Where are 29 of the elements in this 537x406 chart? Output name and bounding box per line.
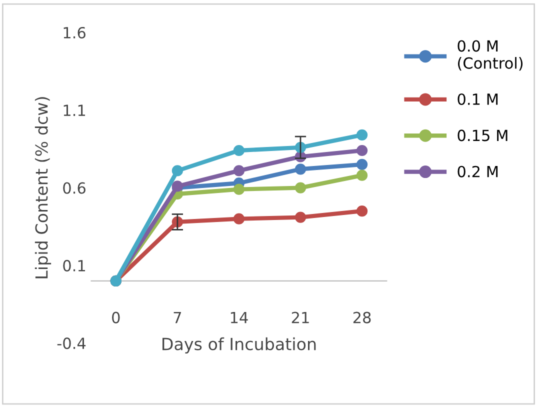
legend-label: 0.15 M	[458, 130, 508, 142]
point	[294, 182, 306, 194]
point	[356, 158, 368, 170]
point	[233, 144, 245, 156]
y-axis-title: Lipid Content (% dcw)	[34, 97, 52, 278]
point	[356, 129, 368, 141]
y-tick-label: -0.4	[57, 338, 86, 350]
point	[233, 184, 245, 195]
point	[172, 165, 183, 176]
x-axis-title: Days of Incubation	[162, 337, 316, 354]
point	[356, 206, 368, 217]
y-tick-label: 1.1	[64, 104, 86, 116]
x-tick-label: 0	[112, 312, 120, 324]
y-tick-label: 0.1	[63, 260, 86, 272]
x-tick-label: 21	[292, 312, 309, 324]
point	[233, 165, 245, 176]
point	[356, 144, 368, 156]
x-tick-label: 7	[174, 312, 181, 324]
point	[233, 213, 245, 224]
point	[294, 164, 306, 175]
legend-label: 0.1 M	[458, 93, 498, 106]
y-tick-label: 1.6	[64, 26, 86, 38]
legend-label: 0.2 M	[458, 166, 498, 178]
point	[356, 170, 368, 181]
x-tick-label: 28	[353, 312, 371, 324]
y-tick-label: 0.6	[63, 182, 86, 194]
legend-label: 0.0 M (Control)	[458, 40, 523, 71]
x-tick-label: 14	[230, 312, 248, 324]
point	[294, 212, 306, 223]
